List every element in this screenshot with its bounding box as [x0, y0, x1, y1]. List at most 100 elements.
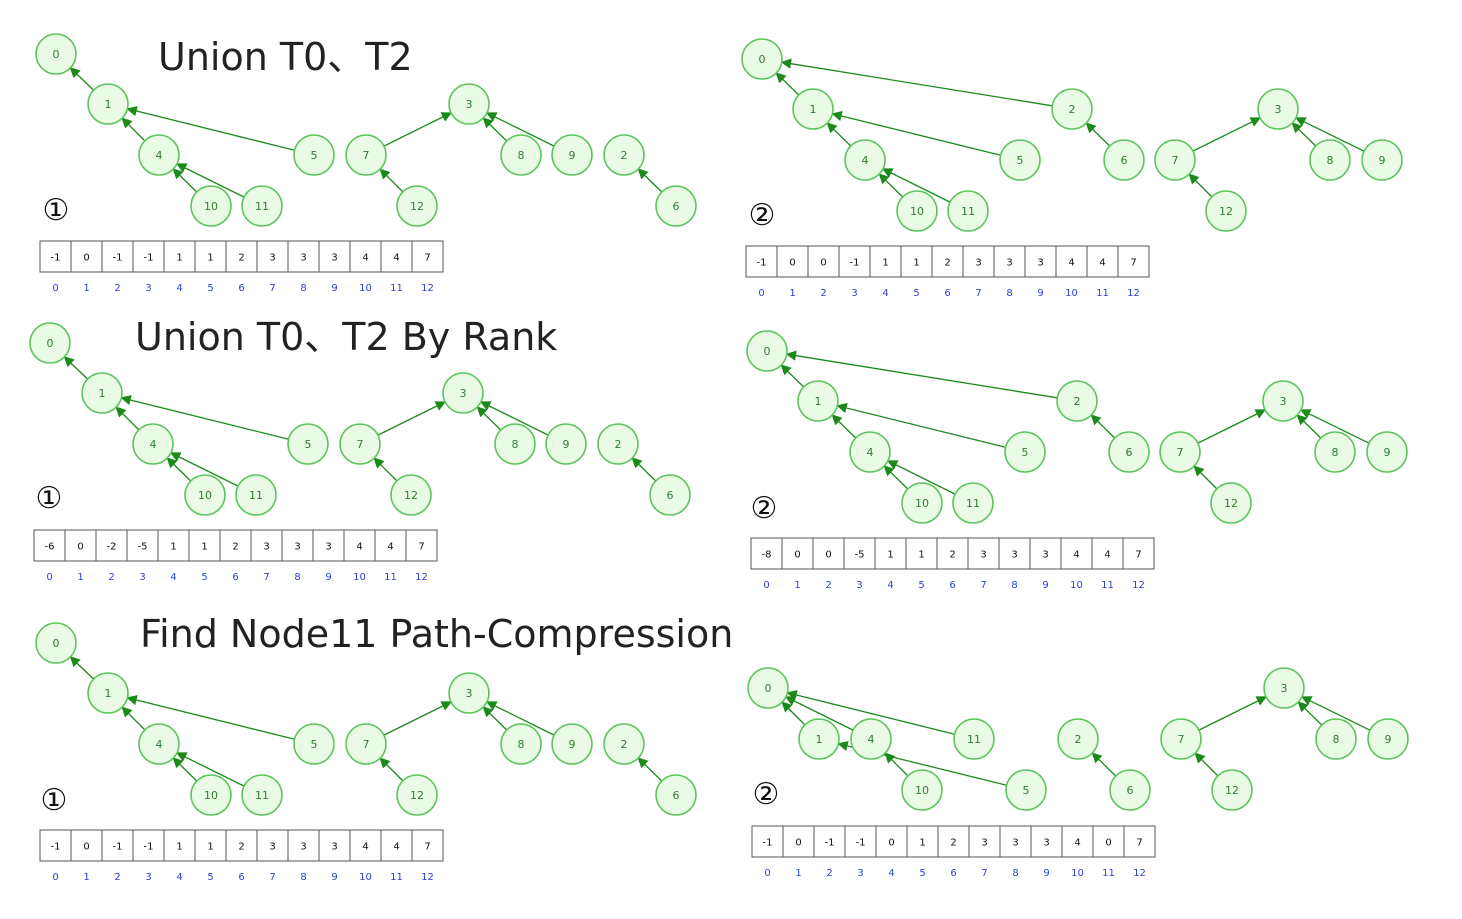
node-circle	[396, 185, 438, 227]
node-circle	[1205, 190, 1247, 232]
array-cell	[163, 240, 196, 273]
node-12: 12	[1210, 482, 1252, 524]
edge-9-to-3	[1300, 409, 1370, 444]
array-cell	[411, 829, 444, 862]
array-value: 4	[362, 842, 368, 853]
node-label: 7	[363, 149, 370, 162]
node-circle	[1004, 431, 1046, 473]
array-cell	[1122, 537, 1155, 570]
node-circle	[35, 33, 77, 75]
array-cell	[1117, 245, 1150, 278]
node-2: 2	[603, 723, 645, 765]
node-1: 1	[792, 88, 834, 130]
edge-12-to-7	[1194, 752, 1219, 777]
node-11: 11	[953, 718, 995, 760]
node-11: 11	[952, 482, 994, 524]
array-value: 2	[949, 550, 955, 561]
array-value: 1	[207, 842, 213, 853]
node-circle	[1257, 88, 1299, 130]
array-value: 0	[789, 258, 795, 269]
node-12: 12	[1205, 190, 1247, 232]
array-index: 10	[359, 872, 372, 883]
edge-10-to-4	[166, 457, 192, 482]
array-index: 2	[114, 872, 120, 883]
edge-1-to-0	[781, 701, 806, 726]
node-label: 4	[867, 446, 874, 459]
edge-11-to-4	[881, 168, 951, 203]
array-index: 4	[176, 283, 182, 294]
edge-5-to-1	[836, 402, 1006, 448]
node-label: 3	[1275, 103, 1282, 116]
node-7: 7	[1154, 139, 1196, 181]
array-index: 12	[421, 283, 434, 294]
node-label: 11	[255, 789, 269, 802]
array-value: 3	[300, 253, 306, 264]
edge-7-to-3	[1198, 696, 1268, 731]
array-cell	[931, 245, 964, 278]
node-circle	[901, 769, 943, 811]
array-index: 0	[764, 868, 770, 879]
array-index: 3	[857, 868, 863, 879]
node-3: 3	[1257, 88, 1299, 130]
node-circle	[999, 139, 1041, 181]
array-cell	[194, 829, 227, 862]
edge-10-to-4	[878, 173, 904, 198]
edge-12-to-7	[379, 757, 404, 782]
node-label: 6	[1126, 446, 1133, 459]
array-index: 2	[108, 572, 114, 583]
array-index: 9	[1043, 868, 1049, 879]
node-label: 12	[1224, 497, 1238, 510]
node-circle	[241, 774, 283, 816]
node-9: 9	[545, 423, 587, 465]
node-circle	[896, 190, 938, 232]
step-number: ①	[43, 193, 70, 228]
node-0: 0	[747, 667, 789, 709]
node-2: 2	[597, 423, 639, 465]
edge-12-to-7	[1188, 173, 1213, 198]
node-label: 8	[1333, 733, 1340, 746]
array-value: 2	[950, 838, 956, 849]
array-value: 3	[1011, 550, 1017, 561]
edge-4-to-0	[784, 696, 854, 731]
node-circle	[1057, 718, 1099, 760]
array-value: 1	[882, 258, 888, 269]
array-value: 3	[331, 842, 337, 853]
node-label: 0	[764, 345, 771, 358]
node-label: 2	[621, 149, 628, 162]
array-value: -1	[144, 842, 154, 853]
array-value: 3	[1012, 838, 1018, 849]
node-label: 10	[204, 789, 218, 802]
node-9: 9	[551, 134, 593, 176]
array-value: 4	[1068, 258, 1074, 269]
array-value: 4	[393, 253, 399, 264]
node-12: 12	[390, 474, 432, 516]
node-label: 10	[915, 497, 929, 510]
node-4: 4	[849, 431, 891, 473]
array-value: -1	[113, 842, 123, 853]
node-label: 11	[255, 200, 269, 213]
array-value: 3	[331, 253, 337, 264]
node-4: 4	[138, 723, 180, 765]
array-cell	[1092, 825, 1125, 858]
node-label: 12	[1225, 784, 1239, 797]
array-index: 6	[949, 580, 955, 591]
edge-4-to-1	[121, 117, 146, 142]
array-value: 3	[269, 842, 275, 853]
node-label: 5	[311, 738, 318, 751]
array-value: 2	[232, 542, 238, 553]
array-value: 1	[207, 253, 213, 264]
node-7: 7	[339, 423, 381, 465]
array-cell	[101, 829, 134, 862]
array-index: 0	[763, 580, 769, 591]
node-label: 0	[765, 682, 772, 695]
node-7: 7	[1159, 431, 1201, 473]
node-10: 10	[901, 769, 943, 811]
node-label: 3	[466, 687, 473, 700]
array-value: -1	[51, 253, 61, 264]
edge-10-to-4	[172, 168, 198, 193]
edge-8-to-3	[482, 706, 508, 731]
node-7: 7	[1160, 718, 1202, 760]
edge-9-to-3	[485, 701, 555, 736]
